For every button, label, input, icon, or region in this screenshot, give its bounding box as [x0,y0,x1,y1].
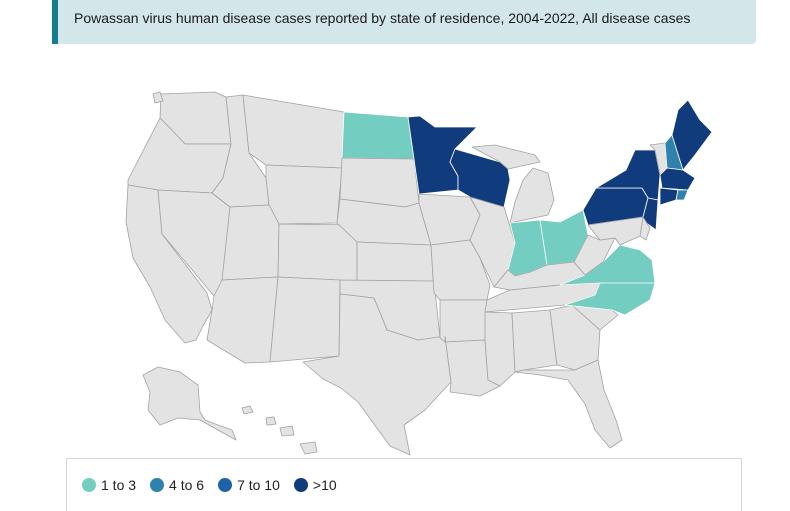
legend-swatch-icon [82,478,96,492]
state-michigan-up[interactable] [471,144,541,170]
state-utah[interactable] [221,204,280,281]
island-shape [241,405,254,415]
legend-label: 7 to 10 [237,477,280,493]
legend-swatch-icon [293,478,308,492]
state-south-dakota[interactable] [339,157,420,208]
legend: 1 to 3 4 to 6 7 to 10 >10 [66,458,742,511]
legend-label: 4 to 6 [169,477,205,493]
state-hawaii[interactable] [299,441,318,455]
island-shape [265,416,277,426]
legend-item[interactable]: 1 to 3 [82,477,136,493]
state-new-jersey[interactable] [642,197,659,231]
state-rhode-island[interactable] [675,189,689,201]
state-texas[interactable] [302,293,452,456]
legend-swatch-icon [218,478,233,492]
legend-item[interactable]: >10 [293,477,337,493]
state-wyoming[interactable] [265,164,343,225]
state-maine[interactable] [671,99,713,171]
state-montana[interactable] [242,94,345,169]
state-new-mexico[interactable] [269,276,341,363]
state-maryland[interactable] [587,216,644,246]
legend-swatch-icon [150,478,165,492]
state-massachusetts[interactable] [659,167,696,191]
state-north-dakota[interactable] [341,111,415,160]
state-arizona[interactable] [206,276,279,364]
state-colorado[interactable] [277,223,358,282]
state-alabama[interactable] [511,309,558,373]
legend-label: 1 to 3 [101,477,137,493]
legend-item[interactable]: 7 to 10 [218,477,280,493]
legend-label: >10 [312,477,337,493]
state-florida[interactable] [514,359,623,449]
state-michigan[interactable] [509,167,555,224]
state-connecticut[interactable] [659,187,679,206]
island-shape [152,91,164,104]
title-banner: Powassan virus human disease cases repor… [52,0,756,44]
state-arkansas[interactable] [439,299,488,343]
map-title: Powassan virus human disease cases repor… [74,10,691,26]
state-alaska[interactable] [142,366,237,441]
state-mississippi[interactable] [484,311,516,387]
legend-item[interactable]: 4 to 6 [150,477,204,493]
island-shape [279,425,295,437]
